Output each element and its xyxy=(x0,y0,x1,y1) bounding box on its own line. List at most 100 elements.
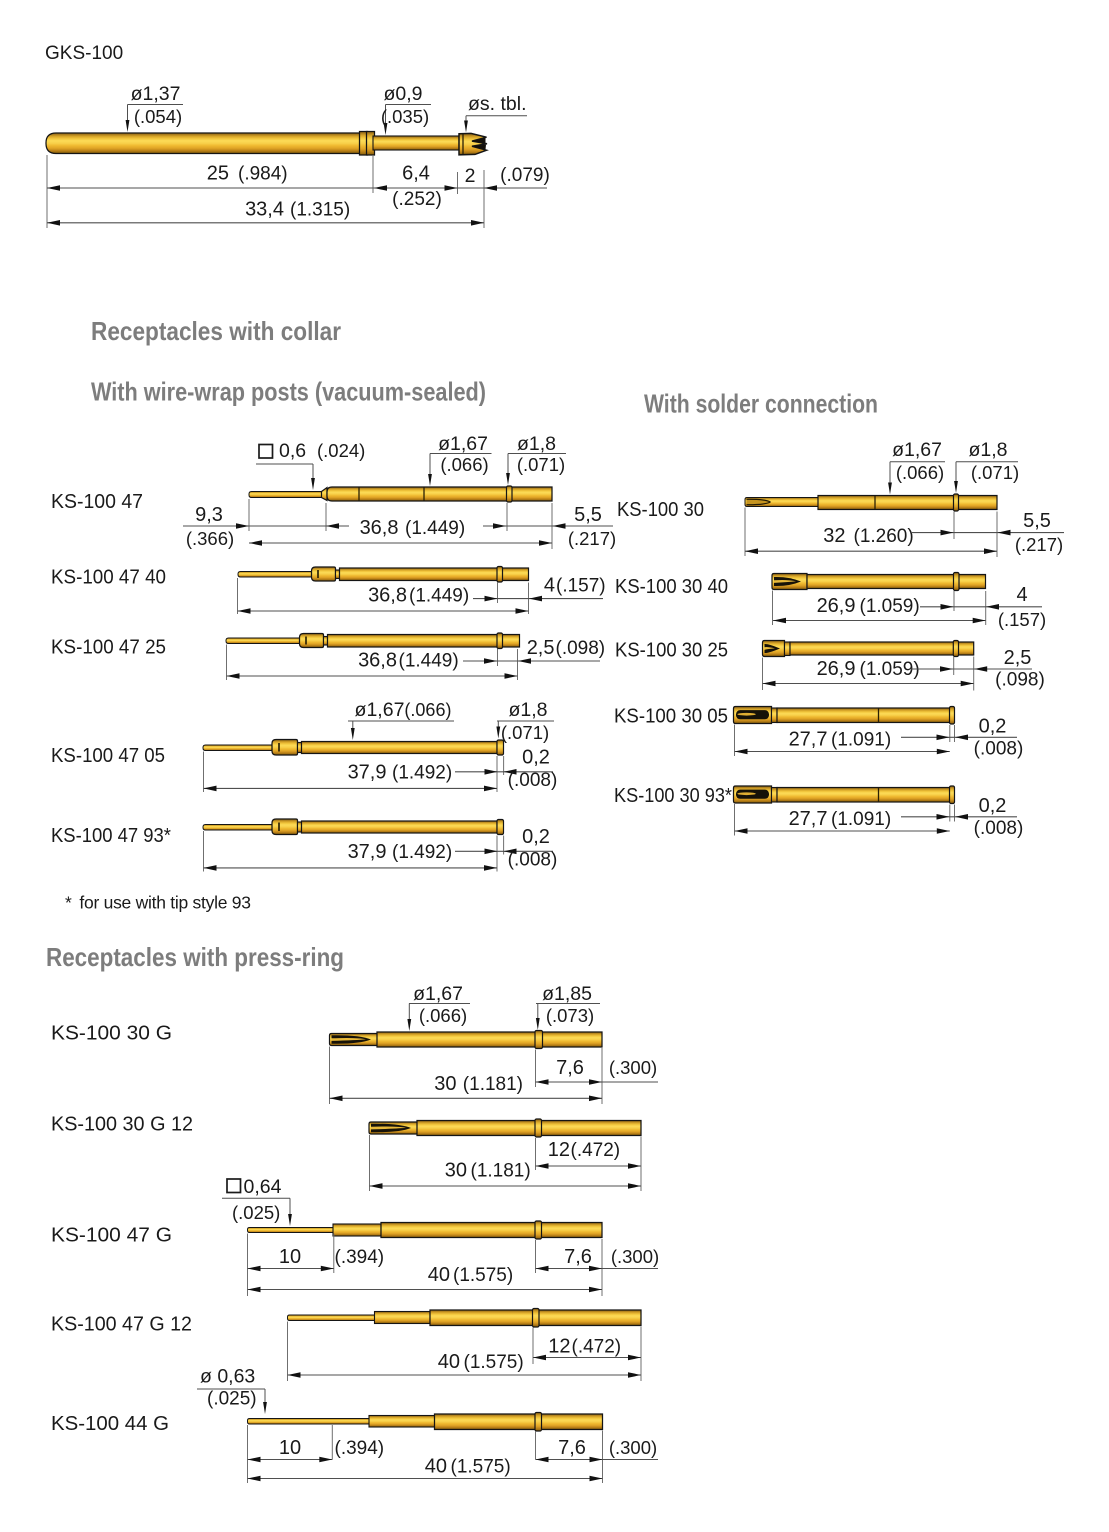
svg-text:(1.315): (1.315) xyxy=(290,200,350,221)
svg-text:ø1,67: ø1,67 xyxy=(413,983,463,1005)
svg-text:KS-100 30 40: KS-100 30 40 xyxy=(615,576,728,598)
svg-text:(.300): (.300) xyxy=(609,1437,657,1458)
svg-text:(.079): (.079) xyxy=(500,165,550,186)
svg-text:32: 32 xyxy=(823,525,845,547)
svg-text:12: 12 xyxy=(548,1139,570,1161)
svg-text:(.300): (.300) xyxy=(611,1246,659,1267)
svg-text:(.008): (.008) xyxy=(974,818,1024,839)
svg-text:(1.181): (1.181) xyxy=(471,1161,531,1182)
svg-text:(1.091): (1.091) xyxy=(831,730,891,751)
svg-text:0,2: 0,2 xyxy=(979,795,1007,817)
svg-text:30: 30 xyxy=(445,1160,467,1182)
svg-text:ø1,8: ø1,8 xyxy=(968,439,1007,461)
svg-text:0,64: 0,64 xyxy=(244,1176,282,1198)
svg-text:KS-100 47 G 12: KS-100 47 G 12 xyxy=(51,1314,192,1336)
svg-text:KS-100 30 93*: KS-100 30 93* xyxy=(614,785,732,807)
svg-text:36,8: 36,8 xyxy=(358,650,397,672)
svg-text:(.008): (.008) xyxy=(974,739,1024,760)
svg-text:KS-100 47 05: KS-100 47 05 xyxy=(51,745,165,767)
svg-text:2: 2 xyxy=(465,165,476,187)
svg-text:With wire-wrap posts (vacuum-s: With wire-wrap posts (vacuum-sealed) xyxy=(91,377,486,407)
svg-text:(.098): (.098) xyxy=(556,638,606,659)
svg-text:0,2: 0,2 xyxy=(522,747,550,769)
svg-text:(.217): (.217) xyxy=(568,528,616,549)
svg-text:33,4: 33,4 xyxy=(245,199,284,221)
svg-text:7,6: 7,6 xyxy=(558,1437,586,1459)
svg-text:GKS-100: GKS-100 xyxy=(45,43,123,64)
svg-text:2,5: 2,5 xyxy=(1004,647,1032,669)
svg-text:(.025): (.025) xyxy=(232,1202,280,1223)
svg-text:10: 10 xyxy=(279,1437,301,1459)
svg-text:(.024): (.024) xyxy=(317,440,365,461)
svg-text:KS-100 47: KS-100 47 xyxy=(51,491,143,513)
svg-text:Receptacles with collar: Receptacles with collar xyxy=(91,316,341,346)
svg-text:With solder connection: With solder connection xyxy=(644,389,878,419)
svg-text:(.984): (.984) xyxy=(238,164,288,185)
svg-text:40: 40 xyxy=(428,1264,450,1286)
svg-text:(1.059): (1.059) xyxy=(860,659,920,680)
svg-text:(.157): (.157) xyxy=(556,576,606,597)
svg-text:40: 40 xyxy=(425,1456,447,1478)
svg-text:(1.575): (1.575) xyxy=(451,1457,511,1478)
svg-text:ø1,67(.066): ø1,67(.066) xyxy=(355,699,452,721)
svg-text:(1.492): (1.492) xyxy=(392,763,452,784)
svg-text:(1.449): (1.449) xyxy=(409,586,469,607)
svg-text:(.008): (.008) xyxy=(508,770,558,791)
svg-text:(.025): (.025) xyxy=(207,1389,257,1410)
svg-text:(.472): (.472) xyxy=(571,1140,621,1161)
svg-text:(.066): (.066) xyxy=(419,1005,467,1026)
svg-text:* for use with tip style 93: * for use with tip style 93 xyxy=(65,893,251,913)
svg-text:(1.091): (1.091) xyxy=(831,809,891,830)
svg-text:KS-100 47 40: KS-100 47 40 xyxy=(51,567,166,589)
svg-text:ø1,8: ø1,8 xyxy=(517,433,556,455)
svg-text:7,6: 7,6 xyxy=(556,1057,584,1079)
svg-text:(1.492): (1.492) xyxy=(392,842,452,863)
svg-text:36,8: 36,8 xyxy=(368,585,407,607)
svg-text:ø1,67: ø1,67 xyxy=(438,433,488,455)
svg-text:(.252): (.252) xyxy=(392,189,442,210)
svg-text:KS-100 47 25: KS-100 47 25 xyxy=(51,637,166,659)
svg-text:7,6: 7,6 xyxy=(564,1246,592,1268)
svg-text:6,4: 6,4 xyxy=(402,163,430,185)
svg-text:KS-100 30 25: KS-100 30 25 xyxy=(615,640,728,662)
svg-text:0,6: 0,6 xyxy=(279,440,306,462)
svg-text:(.035): (.035) xyxy=(381,106,429,127)
svg-text:0,2: 0,2 xyxy=(979,716,1007,738)
svg-text:37,9: 37,9 xyxy=(348,841,387,863)
svg-text:5,5: 5,5 xyxy=(574,504,602,526)
svg-text:(.071): (.071) xyxy=(501,722,549,743)
svg-text:øs. tbl.: øs. tbl. xyxy=(468,93,527,115)
svg-text:(1.059): (1.059) xyxy=(860,596,920,617)
svg-text:2,5: 2,5 xyxy=(527,637,555,659)
svg-text:KS-100 44 G: KS-100 44 G xyxy=(51,1413,169,1435)
svg-text:(1.449): (1.449) xyxy=(405,518,465,539)
svg-text:9,3: 9,3 xyxy=(195,504,223,526)
svg-text:26,9: 26,9 xyxy=(817,658,856,680)
svg-text:4: 4 xyxy=(544,575,555,597)
svg-text:(1.575): (1.575) xyxy=(464,1352,524,1373)
svg-text:(.071): (.071) xyxy=(971,462,1019,483)
svg-text:(.066): (.066) xyxy=(896,462,944,483)
svg-text:10: 10 xyxy=(279,1246,301,1268)
svg-text:(.066): (.066) xyxy=(440,454,488,475)
svg-text:5,5: 5,5 xyxy=(1023,510,1051,532)
svg-text:40: 40 xyxy=(438,1351,460,1373)
svg-text:30: 30 xyxy=(434,1073,456,1095)
svg-text:(1.449): (1.449) xyxy=(399,651,459,672)
svg-text:(.054): (.054) xyxy=(134,106,182,127)
svg-text:ø0,9: ø0,9 xyxy=(383,83,422,105)
svg-text:KS-100 30 G: KS-100 30 G xyxy=(51,1023,172,1045)
svg-text:0,2: 0,2 xyxy=(522,826,550,848)
svg-text:KS-100 30 05: KS-100 30 05 xyxy=(614,706,728,728)
svg-text:(.008): (.008) xyxy=(508,850,558,871)
svg-text:KS-100 30 G 12: KS-100 30 G 12 xyxy=(51,1114,193,1136)
svg-text:(.300): (.300) xyxy=(609,1057,657,1078)
svg-text:37,9: 37,9 xyxy=(348,762,387,784)
svg-text:27,7: 27,7 xyxy=(789,729,828,751)
svg-text:(.366): (.366) xyxy=(186,528,234,549)
svg-text:(.217): (.217) xyxy=(1015,534,1063,555)
svg-text:ø1,67: ø1,67 xyxy=(892,439,942,461)
svg-text:(.098): (.098) xyxy=(995,670,1045,691)
svg-text:(.472): (.472) xyxy=(572,1337,622,1358)
svg-text:36,8: 36,8 xyxy=(360,517,399,539)
